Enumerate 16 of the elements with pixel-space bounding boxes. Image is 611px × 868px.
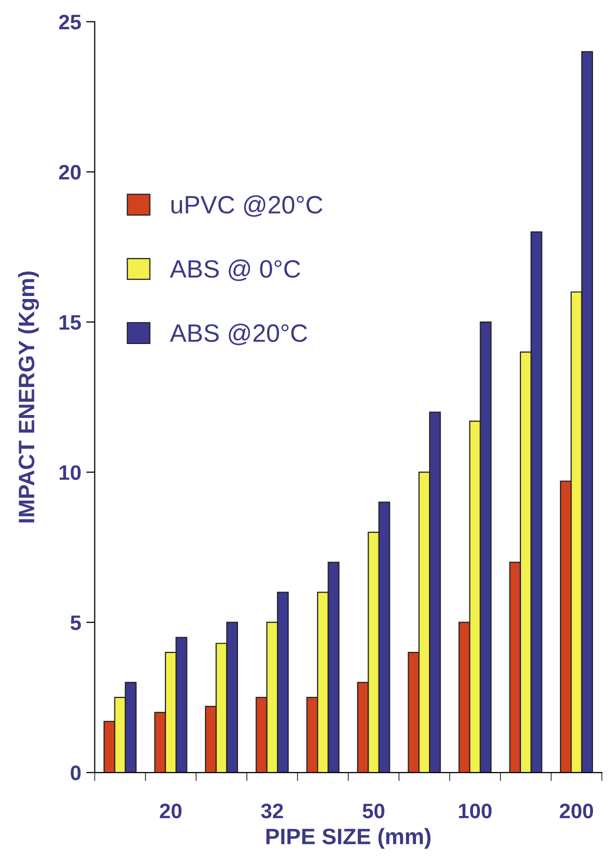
x-axis-title: PIPE SIZE (mm) <box>266 828 431 849</box>
legend-label: ABS @ 0°C <box>170 259 300 282</box>
x-tick-label: 200 <box>560 804 594 818</box>
x-tick-label: 20 <box>160 804 182 818</box>
legend-label: uPVC @20°C <box>171 195 322 217</box>
y-tick-label: 0 <box>70 766 81 780</box>
x-tick-label: 50 <box>362 804 384 818</box>
legend-label: ABS @20°C <box>170 324 308 346</box>
y-tick-label: 5 <box>70 616 81 630</box>
x-tick-label: 32 <box>261 804 283 818</box>
y-tick-label: 15 <box>60 315 81 330</box>
x-tick-label: 100 <box>458 804 492 818</box>
y-tick-label: 25 <box>59 14 81 30</box>
y-tick-label: 10 <box>60 465 81 480</box>
y-axis-title: IMPACT ENERGY (Kgm) <box>18 271 39 522</box>
y-tick-label: 20 <box>59 164 81 180</box>
